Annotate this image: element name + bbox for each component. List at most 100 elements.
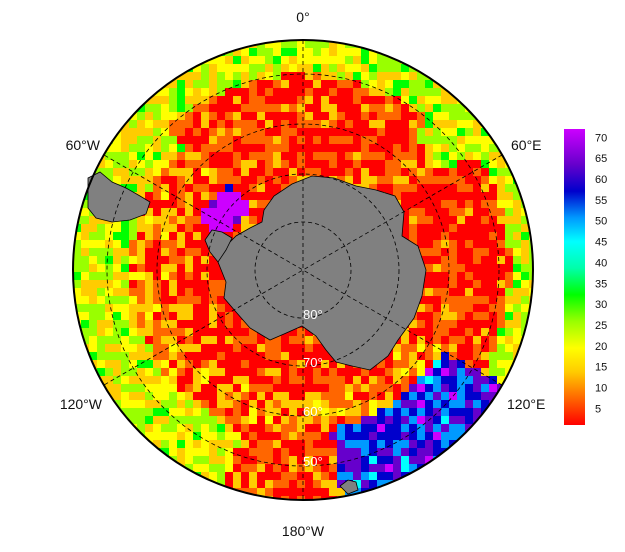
data-cell <box>337 144 345 152</box>
data-cell <box>321 112 329 120</box>
data-cell <box>113 336 121 344</box>
data-cell <box>385 456 393 464</box>
data-cell <box>233 128 241 136</box>
data-cell <box>497 248 505 256</box>
data-cell <box>113 232 121 240</box>
data-cell <box>185 144 193 152</box>
data-cell <box>217 336 225 344</box>
data-cell <box>273 488 281 496</box>
data-cell <box>225 144 233 152</box>
data-cell <box>105 384 113 392</box>
data-cell <box>169 144 177 152</box>
data-cell <box>89 328 97 336</box>
data-cell <box>193 288 201 296</box>
data-cell <box>425 224 433 232</box>
data-cell <box>449 128 457 136</box>
data-cell <box>241 368 249 376</box>
data-cell <box>401 184 409 192</box>
data-cell <box>81 336 89 344</box>
data-cell <box>353 104 361 112</box>
data-cell <box>369 120 377 128</box>
data-cell <box>457 312 465 320</box>
data-cell <box>225 456 233 464</box>
data-cell <box>441 88 449 96</box>
data-cell <box>473 376 481 384</box>
data-cell <box>177 400 185 408</box>
data-cell <box>353 424 361 432</box>
data-cell <box>273 80 281 88</box>
data-cell <box>529 320 533 328</box>
data-cell <box>385 432 393 440</box>
data-cell <box>353 152 361 160</box>
data-cell <box>385 88 393 96</box>
data-cell <box>129 176 137 184</box>
data-cell <box>425 80 433 88</box>
data-cell <box>425 216 433 224</box>
data-cell <box>193 160 201 168</box>
data-cell <box>193 136 201 144</box>
data-cell <box>201 64 209 72</box>
data-cell <box>225 192 233 200</box>
data-cell <box>129 368 137 376</box>
data-cell <box>233 176 241 184</box>
data-cell <box>321 488 329 496</box>
data-cell <box>241 128 249 136</box>
data-cell <box>113 248 121 256</box>
data-cell <box>201 464 209 472</box>
data-cell <box>121 128 129 136</box>
data-cell <box>241 440 249 448</box>
data-cell <box>321 424 329 432</box>
data-cell <box>409 160 417 168</box>
data-cell <box>361 368 369 376</box>
data-cell <box>361 384 369 392</box>
data-cell <box>113 144 121 152</box>
data-cell <box>297 480 305 488</box>
data-cell <box>201 384 209 392</box>
data-cell <box>433 400 441 408</box>
data-cell <box>489 312 497 320</box>
data-cell <box>433 368 441 376</box>
data-cell <box>201 184 209 192</box>
data-cell <box>433 272 441 280</box>
data-cell <box>201 336 209 344</box>
data-cell <box>241 120 249 128</box>
data-cell <box>273 392 281 400</box>
lon-label-180w: 180°W <box>282 523 325 539</box>
data-cell <box>401 128 409 136</box>
data-cell <box>305 96 313 104</box>
data-cell <box>369 408 377 416</box>
data-cell <box>425 376 433 384</box>
data-cell <box>417 456 425 464</box>
data-cell <box>217 304 225 312</box>
data-cell <box>257 104 265 112</box>
data-cell <box>465 392 473 400</box>
data-cell <box>161 328 169 336</box>
data-cell <box>465 376 473 384</box>
data-cell <box>425 408 433 416</box>
data-cell <box>441 240 449 248</box>
data-cell <box>281 128 289 136</box>
data-cell <box>257 352 265 360</box>
data-cell <box>441 160 449 168</box>
data-cell <box>161 400 169 408</box>
data-cell <box>257 360 265 368</box>
data-cell <box>313 168 321 176</box>
data-cell <box>137 272 145 280</box>
data-cell <box>273 480 281 488</box>
data-cell <box>121 360 129 368</box>
data-cell <box>137 344 145 352</box>
data-cell <box>193 296 201 304</box>
data-cell <box>105 256 113 264</box>
data-cell <box>289 328 297 336</box>
data-cell <box>273 448 281 456</box>
data-cell <box>361 464 369 472</box>
data-cell <box>97 328 105 336</box>
data-cell <box>409 144 417 152</box>
data-cell <box>353 48 361 56</box>
data-cell <box>449 384 457 392</box>
data-cell <box>89 336 97 344</box>
data-cell <box>217 416 225 424</box>
data-cell <box>97 248 105 256</box>
data-cell <box>481 384 489 392</box>
data-cell <box>313 384 321 392</box>
